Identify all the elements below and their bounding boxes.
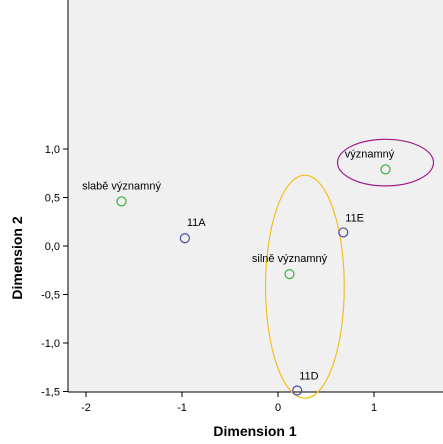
point-label: slabě významný — [82, 180, 161, 192]
data-points: slabě významný 11A významný 11E silně význam… — [82, 148, 395, 396]
y-tick-label: 0,5 — [45, 193, 60, 205]
point-label: 11E — [345, 212, 364, 224]
y-tick-label: -1,0 — [41, 338, 60, 350]
y-tick-label: 1,0 — [45, 144, 60, 156]
point-label: významný — [345, 148, 395, 160]
x-tick-label: 0 — [275, 402, 281, 414]
y-ticks: 1,0 0,5 0,0 -0,5 -1,0 -1,5 — [41, 144, 68, 399]
x-tick-label: 1 — [371, 402, 377, 414]
data-point — [338, 227, 349, 238]
data-point — [292, 385, 303, 396]
y-axis-title: Dimension 2 — [9, 216, 25, 299]
y-tick-label: 0,0 — [45, 241, 60, 253]
data-point — [179, 233, 190, 244]
data-point — [116, 196, 127, 207]
x-ticks: -2 -1 0 1 — [81, 392, 377, 414]
y-tick-label: -0,5 — [41, 290, 60, 302]
plot-area — [68, 0, 443, 392]
data-point — [380, 164, 391, 175]
annotation-ellipses — [264, 138, 435, 399]
point-label: 11D — [299, 371, 318, 383]
x-axis-title: Dimension 1 — [213, 423, 296, 439]
data-point — [284, 269, 295, 280]
orange-ellipse — [264, 174, 345, 399]
y-tick-label: -1,5 — [41, 387, 60, 399]
purple-ellipse — [336, 138, 435, 187]
point-label: silně významný — [252, 253, 328, 265]
x-tick-label: -2 — [81, 402, 91, 414]
x-tick-label: -1 — [177, 402, 187, 414]
point-label: 11A — [187, 217, 206, 229]
